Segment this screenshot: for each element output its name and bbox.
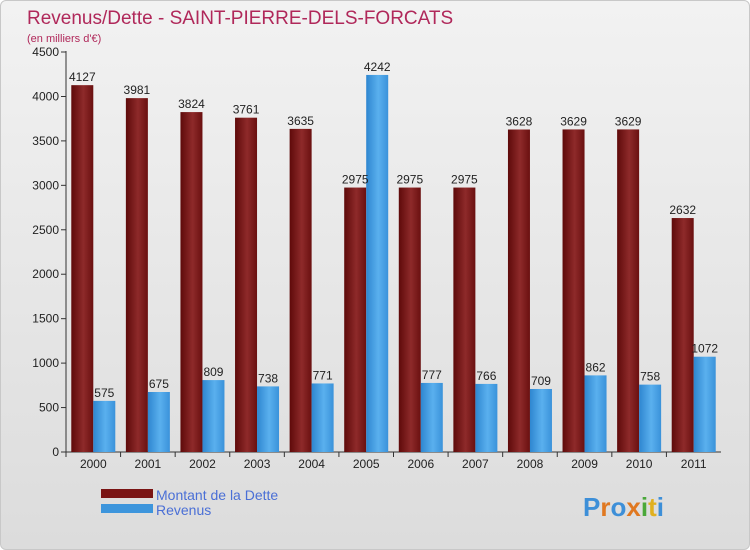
bar-debt [235,117,258,452]
x-tick-label: 2005 [353,457,380,471]
data-label-debt: 2975 [342,173,369,187]
bar-debt [71,85,94,453]
bar-debt [289,128,312,452]
x-tick-label: 2003 [244,457,271,471]
data-label-debt: 2975 [396,173,423,187]
legend-swatch-debt [101,489,153,498]
bar-revenus [311,383,334,452]
data-label-revenus: 777 [422,368,442,382]
logo-letter: P [583,492,600,522]
logo-letter: i [657,492,664,522]
bar-debt [507,129,530,452]
data-label-debt: 3981 [124,83,151,97]
data-label-revenus: 758 [640,370,660,384]
logo-letter: t [648,492,657,522]
logo-letter: x [626,492,641,522]
data-label-revenus: 766 [476,369,496,383]
x-tick-label: 2002 [189,457,216,471]
data-label-debt: 3629 [615,114,642,128]
bar-revenus [93,400,116,452]
data-label-revenus: 771 [313,368,333,382]
bar-revenus [147,392,170,452]
data-label-revenus: 675 [149,377,169,391]
y-tick-label: 1000 [32,356,59,370]
chart-subtitle: (en milliers d'€) [27,33,101,45]
y-tick-label: 500 [39,401,59,415]
data-label-revenus: 862 [586,360,606,374]
data-label-debt: 3824 [178,97,205,111]
y-tick-label: 1500 [32,312,59,326]
legend-label-revenus: Revenus [156,502,211,518]
bar-revenus [366,74,389,452]
axes: 0 500 1000 1500 2000 2500 3000 3500 4000 4500 2000… [32,45,721,471]
data-label-debt: 3635 [287,114,314,128]
x-tick-label: 2006 [407,457,434,471]
y-tick-label: 3500 [32,134,59,148]
data-label-debt: 3761 [233,103,260,117]
bar-revenus [529,388,552,452]
x-tick-label: 2010 [626,457,653,471]
logo-letter: i [641,492,648,522]
data-label-revenus: 1072 [691,342,718,356]
bar-revenus [475,383,498,452]
legend-label-debt: Montant de la Dette [156,487,278,503]
proxiti-logo: Proxiti [583,492,664,522]
x-tick-label: 2004 [298,457,325,471]
logo-text: Proxiti [583,492,664,522]
logo-letter: r [600,492,610,522]
data-label-revenus: 709 [531,374,551,388]
data-label-debt: 2632 [669,203,696,217]
bar-debt [125,98,148,452]
bar-revenus [639,384,662,452]
x-tick-label: 2009 [571,457,598,471]
data-label-revenus: 738 [258,371,278,385]
x-tick-label: 2011 [681,457,707,471]
bar-debt [617,129,640,452]
chart-title: Revenus/Dette - SAINT-PIERRE-DELS-FORCAT… [27,8,453,29]
data-label-revenus: 575 [94,386,114,400]
bar-debt [562,129,585,452]
bar-debt [344,187,367,453]
bar-revenus [584,375,607,452]
x-tick-label: 2000 [80,457,107,471]
legend: Montant de la Dette Revenus [101,487,278,518]
bar-debt [180,112,203,452]
y-tick-label: 4500 [32,45,59,59]
y-tick-label: 0 [52,445,59,459]
logo-letter: o [610,492,626,522]
bar-revenus [693,356,716,452]
x-tick-label: 2001 [135,457,162,471]
y-tick-label: 3000 [32,178,59,192]
data-label-revenus: 809 [203,365,223,379]
data-label-debt: 3629 [560,114,587,128]
legend-swatch-revenus [101,504,153,513]
y-tick-label: 4000 [32,89,59,103]
bar-debt [398,187,421,453]
bar-revenus [420,382,443,452]
data-label-debt: 3628 [506,115,533,129]
bar-revenus [257,386,280,452]
bar-revenus [202,380,225,452]
bar-debt [671,218,694,452]
bars: 4127 575 3981 675 3824 809 3761 738 3635 771 2975 4… [69,60,718,453]
bar-debt [453,187,476,453]
data-label-debt: 4127 [69,70,96,84]
x-tick-label: 2008 [517,457,544,471]
x-tick-label: 2007 [462,457,489,471]
data-label-debt: 2975 [451,173,478,187]
data-label-revenus: 4242 [364,60,391,74]
y-tick-label: 2000 [32,267,59,281]
y-tick-label: 2500 [32,223,59,237]
